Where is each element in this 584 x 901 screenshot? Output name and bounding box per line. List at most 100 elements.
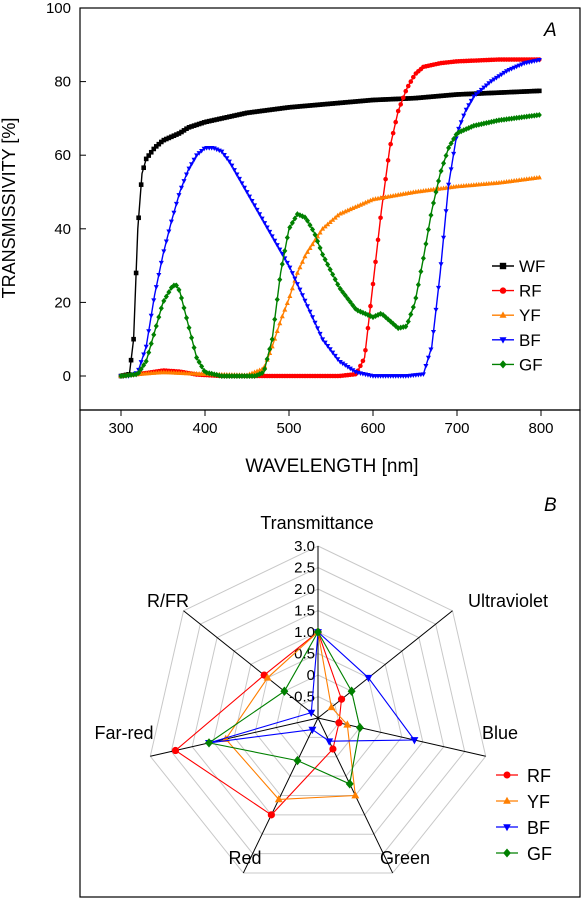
legend-label: RF: [519, 282, 542, 301]
data-point: [189, 334, 195, 341]
data-point: [350, 302, 356, 309]
radar-point: [351, 791, 360, 799]
data-point: [161, 137, 167, 143]
data-point: [458, 128, 464, 135]
legend-b-item-bf: BF: [496, 818, 550, 838]
data-point: [466, 124, 472, 131]
radar-point: [263, 673, 272, 681]
legend-label: YF: [527, 792, 550, 812]
data-point: [435, 285, 442, 291]
data-point: [221, 152, 227, 158]
data-point: [232, 113, 237, 118]
data-point: [299, 213, 305, 220]
data-point: [136, 369, 142, 376]
legend-label: BF: [519, 331, 541, 350]
data-point: [277, 320, 283, 326]
data-point: [269, 234, 275, 239]
data-point: [289, 285, 295, 291]
data-point: [421, 95, 426, 100]
data-point: [413, 95, 419, 101]
data-point: [194, 354, 200, 361]
data-point: [355, 99, 361, 104]
data-point: [299, 293, 305, 298]
data-point: [151, 298, 157, 303]
data-point: [282, 307, 288, 312]
data-point: [375, 97, 381, 103]
legend-item-wf: WF: [492, 257, 545, 276]
data-point: [335, 281, 341, 288]
data-point: [138, 182, 144, 187]
data-point: [173, 201, 179, 207]
data-point: [332, 215, 338, 220]
radar-spoke: [317, 610, 453, 719]
data-point: [143, 358, 149, 365]
radar-point: [327, 702, 336, 711]
data-point: [292, 104, 298, 110]
data-point: [299, 259, 305, 264]
data-point: [173, 282, 179, 289]
data-point: [279, 105, 285, 111]
data-point: [365, 98, 371, 103]
data-point: [148, 340, 154, 347]
data-point: [279, 313, 285, 319]
data-point: [163, 293, 169, 300]
data-point: [531, 88, 537, 94]
data-point: [433, 307, 439, 313]
data-point: [244, 110, 250, 116]
y-tick-label: 20: [54, 294, 71, 311]
data-point: [302, 298, 308, 304]
data-point: [307, 103, 313, 108]
radial-tick-label: 3.0: [294, 538, 315, 555]
data-point: [146, 329, 152, 334]
data-point: [277, 106, 283, 111]
data-point: [451, 136, 457, 142]
data-point: [178, 294, 185, 301]
data-point: [471, 91, 477, 97]
data-point: [373, 97, 378, 103]
data-point: [161, 249, 167, 255]
radar-spoke: [242, 717, 319, 874]
data-point: [171, 133, 177, 138]
radar-axis-label: Blue: [482, 723, 518, 743]
data-point: [206, 370, 212, 377]
data-point: [370, 97, 376, 103]
data-point: [216, 116, 222, 122]
legend-b-item-yf: YF: [496, 792, 550, 812]
radial-tick-label: 0: [307, 667, 315, 684]
data-point: [393, 96, 398, 102]
data-point: [368, 97, 373, 103]
data-point: [312, 102, 318, 108]
data-point: [292, 276, 298, 282]
data-point: [468, 98, 474, 104]
data-point: [264, 225, 270, 231]
data-point: [511, 115, 517, 122]
legend-item-yf: YF: [492, 306, 541, 325]
data-point: [504, 116, 510, 123]
data-point: [350, 99, 356, 105]
data-point: [153, 322, 159, 329]
data-point: [279, 251, 285, 257]
data-point: [189, 162, 195, 167]
legend-label: GF: [519, 355, 543, 374]
data-point: [345, 295, 351, 302]
data-point: [403, 88, 409, 94]
series-bf: [118, 58, 542, 379]
data-point: [287, 104, 293, 110]
data-point: [347, 299, 353, 306]
data-point: [478, 87, 484, 93]
data-point: [330, 101, 335, 106]
radar-point: [335, 719, 343, 727]
data-point: [536, 58, 542, 63]
data-point: [302, 103, 308, 109]
data-point: [342, 100, 348, 105]
data-point: [436, 93, 441, 99]
radar-point: [337, 695, 346, 703]
data-point: [408, 311, 414, 318]
data-point: [463, 126, 469, 133]
data-point: [403, 323, 409, 330]
data-point: [241, 185, 248, 191]
data-point: [315, 326, 321, 331]
radar-grid-ring: [296, 695, 340, 738]
data-point: [159, 139, 164, 145]
data-point: [183, 314, 190, 321]
